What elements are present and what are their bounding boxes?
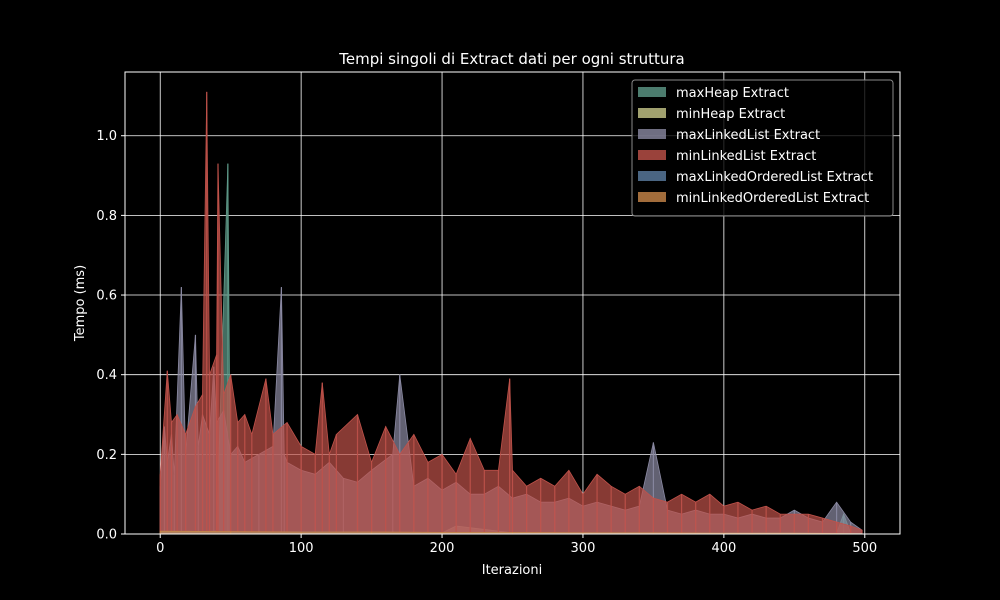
x-tick-label: 500 [852,541,877,556]
legend-label: minLinkedList Extract [676,149,816,164]
x-axis-label: Iterazioni [482,563,542,578]
series-3 [159,91,863,535]
legend: maxHeap Extract minHeap Extract maxLinkedL… [631,79,894,217]
legend-label: minLinkedOrderedList Extract [676,191,869,206]
legend-item: minHeap Extract [638,107,785,122]
axis-ticks: 0 100 200 300 400 500 0.0 0.2 0.4 0.6 0.8 1.0 [96,129,877,556]
y-tick-label: 0.0 [96,528,117,543]
axes-frame [124,71,901,535]
x-tick-label: 300 [571,541,596,556]
y-tick-label: 0.8 [96,209,117,224]
legend-label: maxLinkedList Extract [676,128,820,143]
legend-label: minHeap Extract [676,107,785,122]
legend-item: maxHeap Extract [638,86,789,101]
y-tick-label: 0.6 [96,289,117,304]
x-tick-label: 0 [156,541,164,556]
legend-swatch [638,129,666,139]
legend-label: maxHeap Extract [676,86,789,101]
legend-item: maxLinkedList Extract [638,128,820,143]
x-tick-label: 200 [430,541,455,556]
legend-item: minLinkedOrderedList Extract [638,191,869,206]
legend-item: maxLinkedOrderedList Extract [638,170,873,185]
legend-swatch [638,171,666,181]
legend-label: maxLinkedOrderedList Extract [676,170,873,185]
x-tick-label: 400 [711,541,736,556]
y-tick-label: 1.0 [96,129,117,144]
legend-item: minLinkedList Extract [638,149,816,164]
legend-swatch [638,192,666,202]
y-axis-label: Tempo (ms) [73,265,88,342]
legend-swatch [638,108,666,118]
y-tick-label: 0.4 [96,368,117,383]
x-tick-label: 100 [289,541,314,556]
legend-swatch [638,87,666,97]
legend-frame [631,79,894,217]
chart-title: Tempi singoli di Extract dati per ogni s… [338,50,685,68]
y-tick-label: 0.2 [96,448,117,463]
plot-series [159,91,863,535]
legend-swatch [638,150,666,160]
